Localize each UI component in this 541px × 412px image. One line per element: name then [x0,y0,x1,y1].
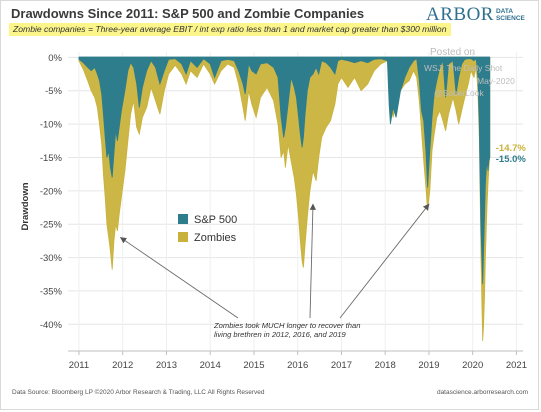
x-tick-label: 2015 [243,360,264,371]
x-tick-label: 2020 [462,360,483,371]
y-tick-label: -35% [40,286,63,297]
x-tick-label: 2019 [418,360,439,371]
x-tick-label: 2016 [287,360,308,371]
annotation-arrow [119,237,239,319]
y-axis: 0% -5% -10% -15% -20% -25% -30% -35% -40% [40,53,63,331]
y-tick-label: -40% [40,320,63,331]
legend-label-s-p-500: S&P 500 [194,214,237,226]
watermark-handle: @SoberLook [434,88,484,98]
annotation-arrow [339,203,430,319]
watermark-posted-on: Posted on [430,47,476,58]
arbor-logo: ARBOR DATA SCIENCE [426,3,525,27]
x-tick-label: 2012 [112,360,133,371]
legend-swatch-zombies [178,232,188,242]
chart-subtitle: Zombie companies = Three-year average EB… [9,23,451,36]
end-label-s-p-500: -15.0% [496,154,527,165]
logo-subtitle-line1: DATA [495,8,514,15]
x-tick-label: 2017 [331,360,352,371]
logo-subtitle-line2: SCIENCE [495,15,525,22]
series-areas [78,56,491,342]
logo-wordmark: ARBOR [426,4,494,25]
watermark-date: May-2020 [477,76,515,86]
watermark-source: WSJ: The Daily Shot [424,63,503,73]
y-tick-label: -10% [40,120,63,131]
y-tick-label: -5% [45,86,62,97]
legend-swatch-s-p-500 [178,214,188,224]
x-tick-label: 2014 [200,360,221,371]
footer-source: Data Source: Bloomberg LP ©2020 Arbor Re… [12,389,265,396]
y-tick-label: -15% [40,153,63,164]
y-tick-label: -20% [40,186,63,197]
y-tick-label: -30% [40,253,63,264]
x-tick-label: 2011 [69,360,89,371]
legend: S&P 500 Zombies [178,214,237,244]
chart-title: Drawdowns Since 2011: S&P 500 and Zombie… [11,6,365,21]
x-tick-label: 2018 [375,360,396,371]
footer-site: datascience.arborresearch.com [436,389,528,396]
end-label-zombies: -14.7% [496,143,527,154]
end-labels: -14.7%-15.0% [496,143,527,165]
annotation: Zombies took MUCH longer to recover than… [119,203,430,339]
x-axis: 2011 2012 2013 2014 2015 2016 2017 2018 2019 2020… [68,350,527,371]
y-tick-label: -25% [40,220,63,231]
legend-label-zombies: Zombies [194,232,237,244]
annotation-text-line2: living brethren in 2012, 2016, and 2019 [214,330,347,339]
x-tick-label: 2013 [156,360,177,371]
series-area-s-p-500 [78,56,491,285]
annotation-text-line1: Zombies took MUCH longer to recover than [213,321,360,330]
logo-subtitle: DATA SCIENCE [496,8,525,22]
y-axis-title: Drawdown [20,182,31,230]
x-tick-label: 2021 [506,360,527,371]
annotation-arrow [309,203,316,319]
y-tick-label: 0% [48,53,62,64]
